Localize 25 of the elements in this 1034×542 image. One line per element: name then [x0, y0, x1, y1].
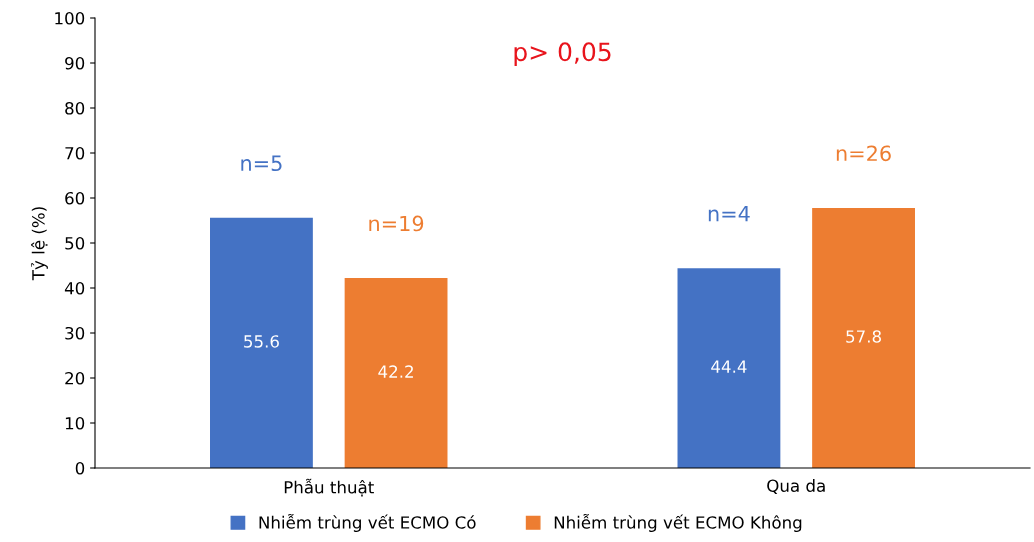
data-label: 57.8 — [846, 330, 881, 343]
x-tick-label: Phẫu thuật — [284, 478, 374, 497]
annotation: n=19 — [369, 215, 424, 232]
legend-label: Nhiễm trùng vết ECMO Có — [259, 513, 476, 532]
data-label: 42.2 — [378, 365, 413, 378]
annotation: n=26 — [836, 145, 891, 162]
annotation: n=5 — [241, 155, 282, 172]
y-tick-label: 30 — [65, 326, 85, 340]
y-tick-label: 80 — [65, 101, 85, 115]
data-label: 55.6 — [244, 335, 279, 348]
y-axis-title: Tỷ lệ (%) — [30, 207, 48, 281]
y-tick-label: 50 — [65, 236, 85, 250]
legend-label: Nhiễm trùng vết ECMO Không — [554, 513, 802, 532]
y-tick-label: 40 — [64, 281, 85, 295]
data-label: 44.4 — [711, 360, 747, 373]
annotation: n=4 — [708, 205, 750, 222]
y-tick-label: 0 — [75, 461, 85, 475]
y-tick-label: 20 — [65, 371, 85, 385]
y-tick-label: 60 — [65, 191, 85, 205]
annotation: p> 0,05 — [514, 42, 611, 67]
y-tick-label: 90 — [65, 56, 85, 70]
y-tick-label: 70 — [65, 146, 85, 160]
x-tick-label: Qua da — [767, 479, 825, 494]
y-tick-label: 10 — [65, 416, 85, 430]
y-tick-label: 100 — [55, 11, 85, 25]
